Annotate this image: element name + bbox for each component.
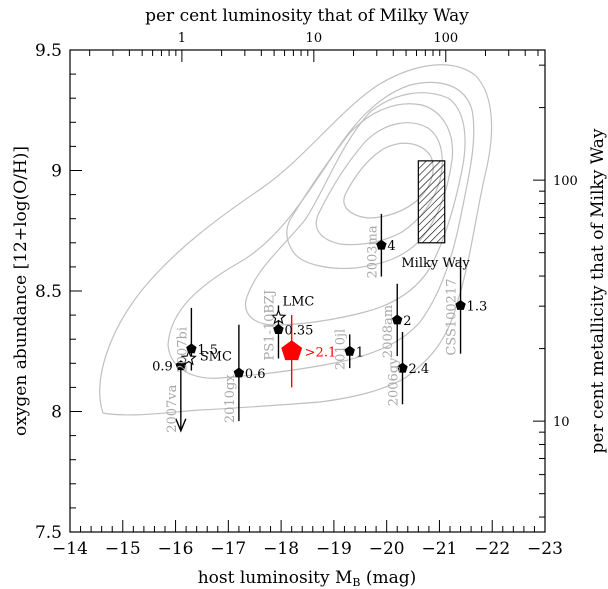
right-tick-label: 10	[553, 415, 570, 430]
data-point	[273, 324, 284, 335]
data-point	[376, 239, 387, 250]
top-axis-label: per cent luminosity that of Milky Way	[145, 6, 469, 26]
value-label: 0.9	[152, 360, 173, 375]
smc-star	[180, 349, 197, 366]
x-tick-label: −15	[105, 539, 141, 559]
data-point	[175, 360, 187, 371]
upper-limit-arrow	[175, 418, 187, 433]
data-points	[175, 239, 466, 378]
data-point	[233, 367, 245, 378]
axes: −14 −15 −16 −17 −18 −19 −20 −21 −22 −23 7.5 8 8.5 9 9.…	[35, 31, 578, 559]
value-label: 2	[403, 314, 411, 329]
sn-name-label: PS1-10BZJ	[262, 290, 277, 361]
sn-name-label: 2007va	[165, 384, 180, 432]
x-tick-label: −14	[52, 539, 88, 559]
smc-label: SMC	[200, 349, 232, 364]
contour-lines	[99, 64, 493, 416]
highlight-value-label: >2.1	[305, 345, 337, 360]
y-tick-label: 8	[51, 403, 62, 423]
milky-way-rect	[417, 160, 446, 244]
top-tick-label: 10	[306, 31, 323, 46]
y-tick-label: 9.5	[35, 41, 62, 61]
sn-name-label: 2010jl	[334, 329, 349, 370]
top-tick-label: 1	[178, 31, 186, 46]
sn-name-label: 2006gy	[387, 357, 402, 406]
x-tick-label: −16	[158, 539, 194, 559]
x-axis-label-unit: (mag)	[360, 568, 416, 588]
data-point	[397, 362, 408, 373]
sn-name-label: 2010gx	[223, 374, 238, 423]
x-axis-label-sub: B	[352, 576, 360, 589]
value-label: 4	[387, 239, 395, 254]
x-tick-label: −23	[527, 539, 563, 559]
contour-outer	[99, 64, 493, 416]
milky-way-label: Milky Way	[401, 256, 470, 271]
right-axis-label: per cent metallicity that of Milky Way	[588, 128, 608, 453]
milky-way-box: Milky Way	[401, 160, 470, 271]
highlight-point	[281, 340, 303, 361]
x-axis-label-main: host luminosity M	[198, 568, 353, 588]
sn-name-label: 2003ma	[365, 225, 380, 278]
contour-3	[244, 92, 466, 326]
x-tick-label: −20	[369, 539, 405, 559]
x-tick-label: −19	[316, 539, 352, 559]
sn-name-label: 2007bi	[175, 327, 190, 373]
x-tick-label: −17	[210, 539, 246, 559]
x-tick-label: −21	[421, 539, 457, 559]
lmc-label: LMC	[282, 295, 314, 310]
y-tick-label: 9	[51, 162, 62, 182]
top-tick-label: 100	[433, 31, 458, 46]
value-label: 0.6	[245, 367, 266, 382]
sn-name-label: 2008am	[381, 305, 396, 358]
value-label: 1.5	[197, 343, 218, 358]
x-tick-label: −22	[474, 539, 510, 559]
right-tick-label: 100	[553, 174, 578, 189]
lmc-star	[270, 308, 287, 325]
value-label: 1	[356, 345, 364, 360]
sn-name-label: CSS100217	[445, 279, 460, 356]
x-tick-label: −18	[263, 539, 299, 559]
y-tick-label: 8.5	[35, 282, 62, 302]
data-point	[391, 314, 403, 325]
data-point	[455, 299, 466, 310]
y-axis-label: oxygen abundance [12+log(O/H)]	[11, 146, 31, 436]
value-label: 0.35	[284, 324, 313, 339]
value-label: 1.3	[467, 299, 488, 314]
value-label: 2.4	[409, 362, 430, 377]
x-axis-label: host luminosity MB (mag)	[198, 568, 417, 589]
supernova-labels: 2007va 2007bi 2010gx PS1-10BZJ 2010jl 2003ma 2…	[165, 225, 460, 433]
value-labels: 0.9 1.5 0.6 0.35 1 4 2 2.4 1.3 >2.1 LMC SMC	[152, 239, 487, 382]
contour-4	[286, 103, 454, 270]
data-point	[344, 345, 355, 356]
y-tick-label: 7.5	[35, 523, 62, 543]
